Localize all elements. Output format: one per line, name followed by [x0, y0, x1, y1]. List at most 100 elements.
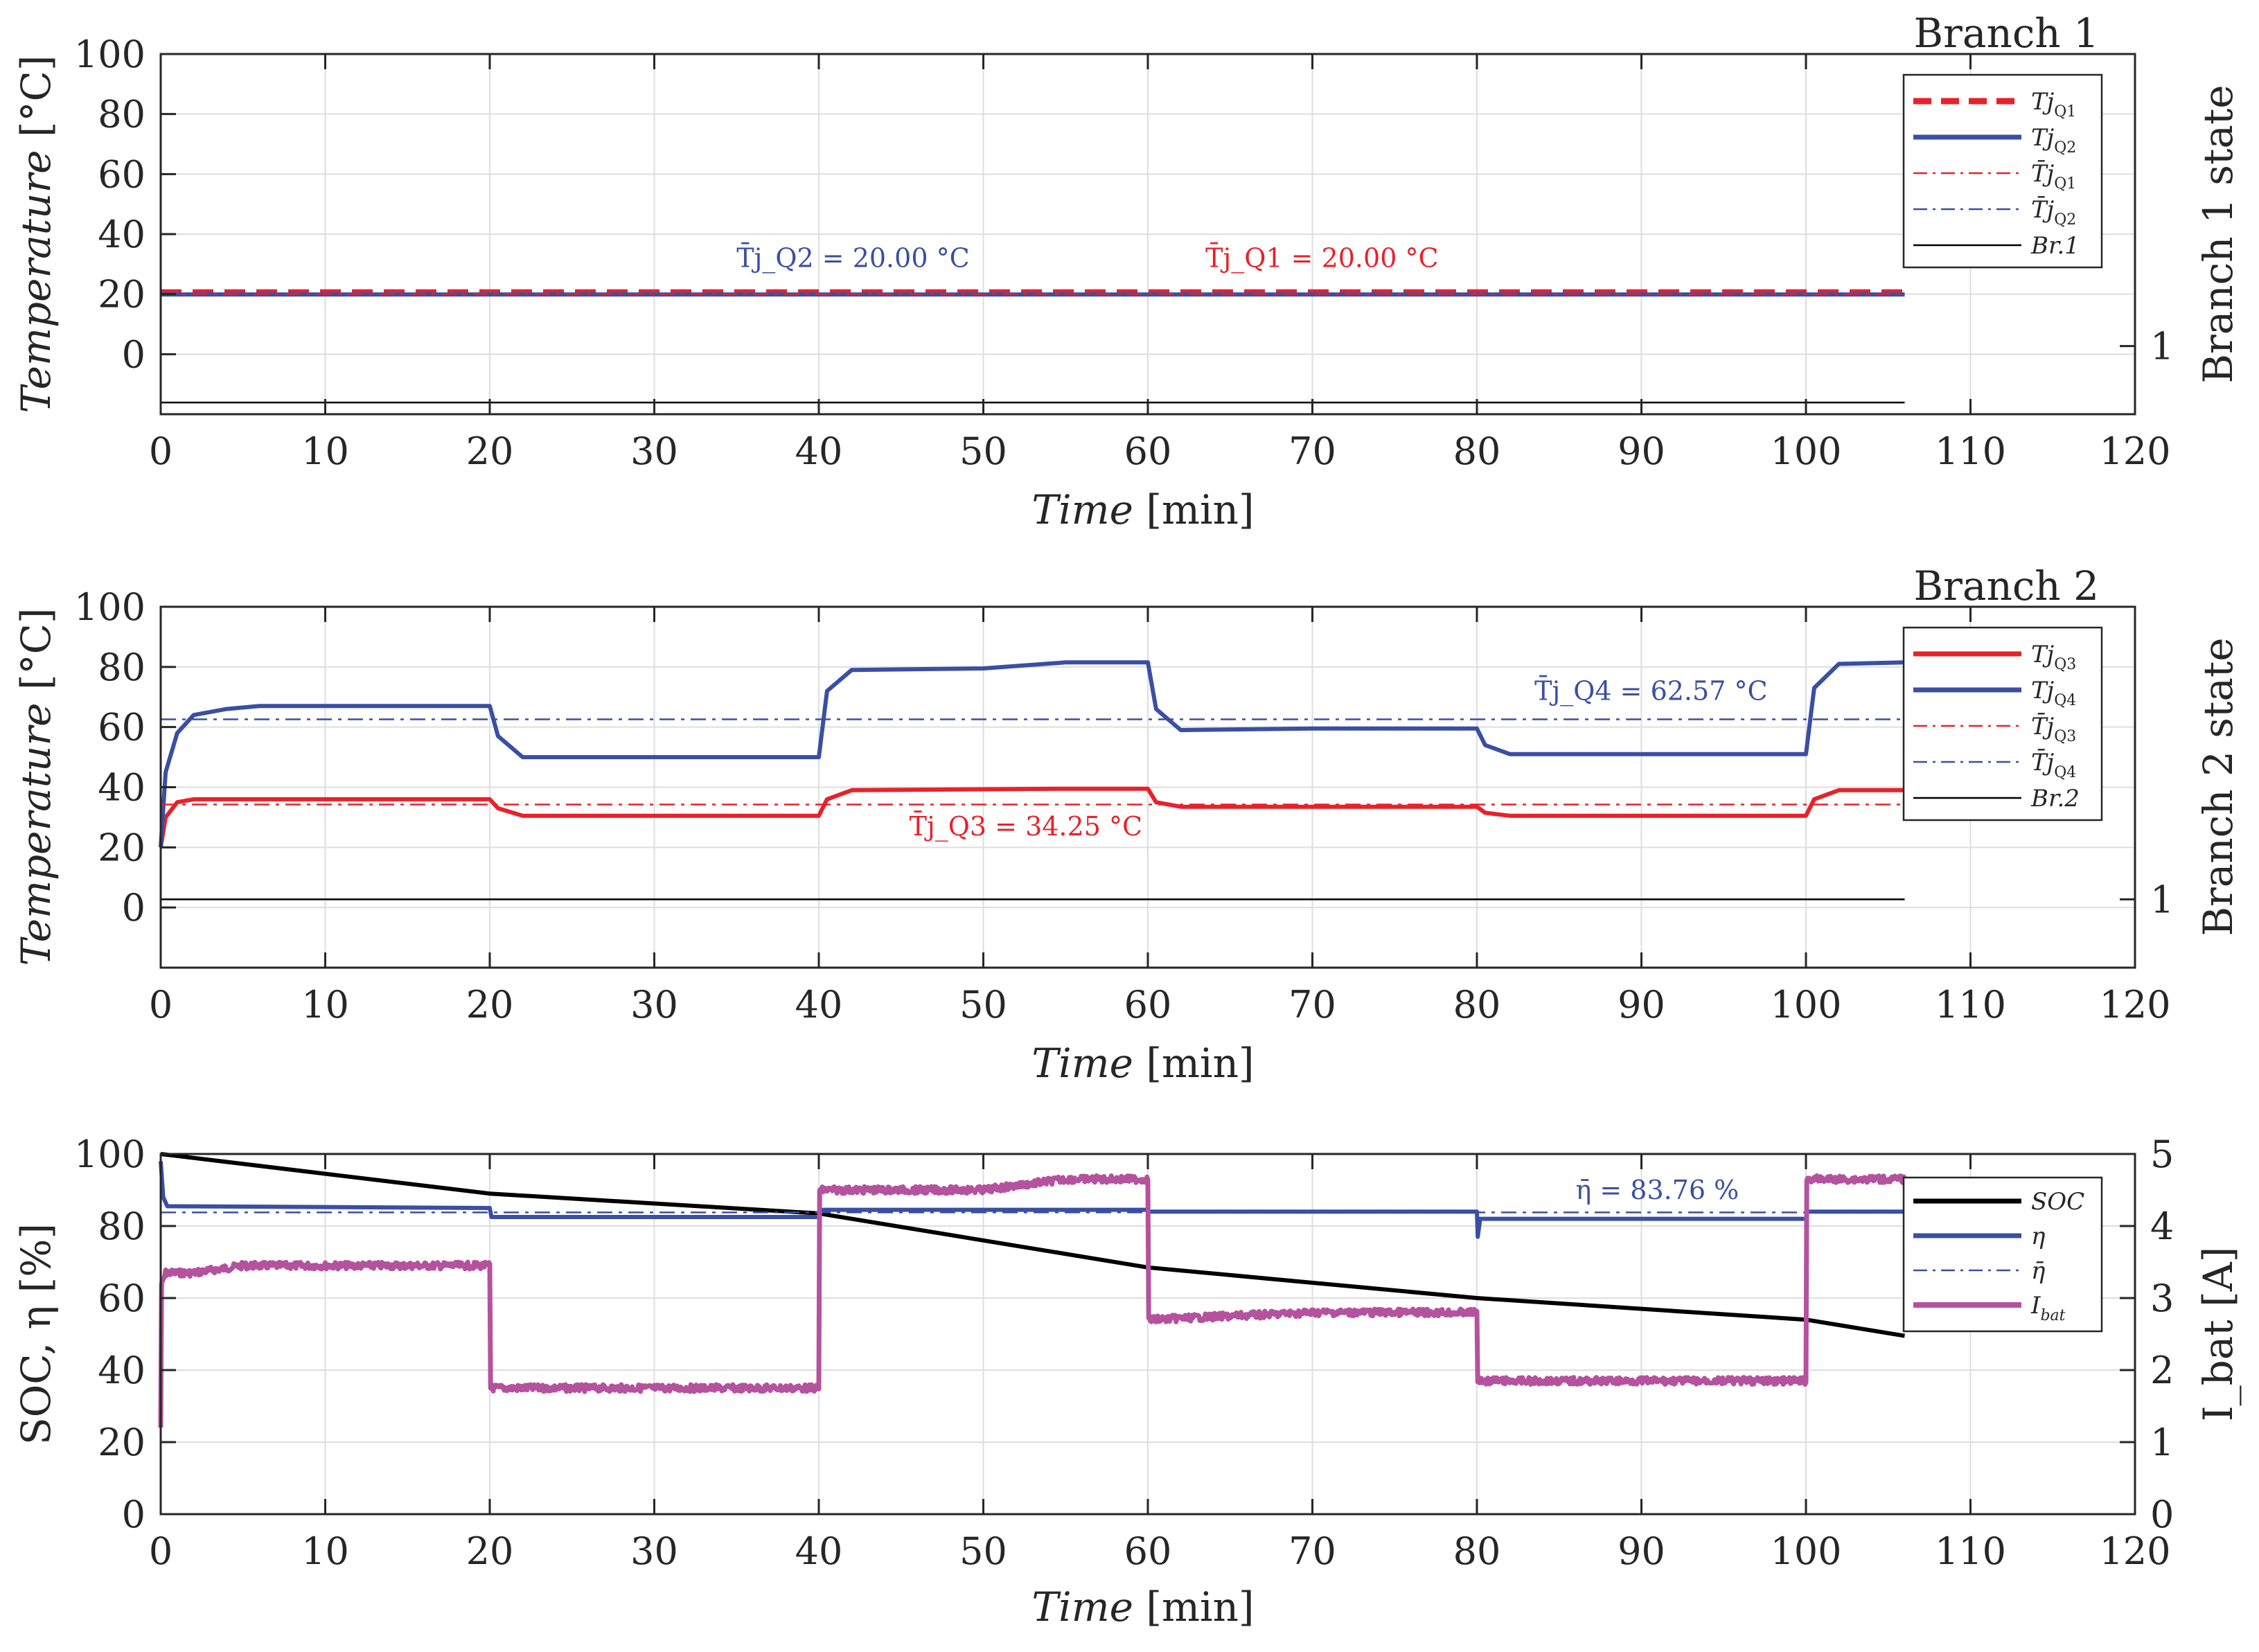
- legend-label-tj-q3: TjQ3: [2031, 641, 2076, 673]
- y-tick-label: 100: [74, 585, 145, 629]
- legend-box: [1902, 73, 2103, 269]
- x-tick-label: 30: [630, 1529, 678, 1573]
- legend-battery: SOC η η̄ Ibat: [1902, 1176, 2103, 1333]
- y2-tick-label: 1: [2150, 1421, 2174, 1464]
- series-group-battery: [158, 1152, 1907, 1428]
- x-tick-label: 30: [630, 983, 678, 1027]
- x-tick-label: 0: [149, 983, 172, 1027]
- y-tick-label: 100: [74, 33, 145, 76]
- annotations-branch-1: T̄j_Q2 = 20.00 °C T̄j_Q1 = 20.00 °C: [736, 243, 1438, 274]
- legend-label-mean-eta: η̄: [2031, 1257, 2046, 1285]
- series-group-branch-1: [161, 289, 1905, 404]
- y-tick-label: 60: [98, 152, 145, 196]
- series-line-tj-q3: [159, 786, 1905, 848]
- x-tick-label: 40: [795, 1529, 843, 1573]
- x-tick-label: 120: [2099, 983, 2170, 1027]
- x-tick-label: 80: [1453, 1529, 1501, 1573]
- x-tick-label: 60: [1124, 983, 1172, 1027]
- x-tick-label: 100: [1770, 983, 1841, 1027]
- y-tick-label: 20: [98, 826, 145, 869]
- x-tick-label: 120: [2099, 429, 2170, 473]
- ticks-battery: 0 10 20 30 40 50 60 70 80 90 100 110 120020406080100…: [74, 1133, 2174, 1573]
- y2-tick-label: 3: [2150, 1277, 2174, 1320]
- y-axis-label: Temperature [°C]: [12, 55, 60, 413]
- series-line-i-bat: [158, 1173, 1907, 1428]
- x-tick-label: 90: [1618, 429, 1665, 473]
- annotations-branch-2: T̄j_Q4 = 62.57 °C T̄j_Q3 = 34.25 °C: [910, 676, 1768, 842]
- x-tick-label: 10: [301, 983, 349, 1027]
- panel-branch-2: 0 10 20 30 40 50 60 70 80 90 100 110 120 0 20 40 60 80 100…: [12, 562, 2242, 1087]
- y-tick-label: 40: [98, 1349, 145, 1392]
- x-axis-label: Time [min]: [1031, 486, 1254, 533]
- legend-label-eta: η: [2031, 1223, 2046, 1250]
- x-axis-label: Time [min]: [1031, 1583, 1254, 1631]
- x-tick-label: 110: [1935, 429, 2006, 473]
- y-tick-label: 0: [122, 886, 145, 930]
- x-tick-label: 10: [301, 1529, 349, 1573]
- mean-annotation: η̄ = 83.76 %: [1576, 1175, 1739, 1205]
- y-tick-label: 20: [98, 273, 145, 317]
- x-axis-label: Time [min]: [1031, 1040, 1254, 1087]
- x-tick-label: 50: [959, 983, 1007, 1027]
- x-tick-label: 40: [795, 429, 843, 473]
- legend-label-br2: Br.2: [2030, 785, 2080, 812]
- y2-tick-label: 4: [2150, 1205, 2174, 1248]
- x-tick-label: 90: [1618, 983, 1665, 1027]
- annotations-battery: η̄ = 83.76 %: [1576, 1175, 1739, 1205]
- x-tick-label: 70: [1288, 1529, 1336, 1573]
- y-tick-label: 100: [74, 1133, 145, 1176]
- y-tick-label: 40: [98, 213, 145, 256]
- legend-label-soc: SOC: [2031, 1188, 2084, 1216]
- x-tick-label: 20: [466, 983, 514, 1027]
- y2-tick-label: 0: [2150, 1493, 2174, 1536]
- panel-title: Branch 1: [1914, 10, 2099, 57]
- x-tick-label: 40: [795, 983, 843, 1027]
- x-tick-label: 30: [630, 429, 678, 473]
- y-tick-label: 40: [98, 766, 145, 810]
- x-tick-label: 100: [1770, 429, 1841, 473]
- series-group-branch-2: [159, 660, 1905, 900]
- x-tick-label: 0: [149, 429, 172, 473]
- y2-tick-label: 1: [2150, 878, 2174, 921]
- mean-annotation: T̄j_Q1 = 20.00 °C: [1205, 243, 1438, 274]
- y2-tick-label: 2: [2150, 1349, 2174, 1392]
- x-tick-label: 90: [1618, 1529, 1665, 1573]
- mean-annotation: T̄j_Q3 = 34.25 °C: [910, 811, 1142, 842]
- x-tick-label: 70: [1288, 983, 1336, 1027]
- legend-label-tj-q4: TjQ4: [2031, 677, 2076, 709]
- y2-tick-label: 5: [2150, 1133, 2174, 1176]
- x-tick-label: 100: [1770, 1529, 1841, 1573]
- x-tick-label: 0: [149, 1529, 172, 1573]
- y-tick-label: 20: [98, 1421, 145, 1464]
- mean-annotation: T̄j_Q2 = 20.00 °C: [736, 243, 969, 274]
- legend-label-br1: Br.1: [2030, 232, 2080, 260]
- x-tick-label: 110: [1935, 1529, 2006, 1573]
- grid-branch-1: [160, 53, 2136, 414]
- x-tick-label: 80: [1453, 983, 1501, 1027]
- panel-title: Branch 2: [1914, 562, 2099, 610]
- x-tick-label: 50: [959, 1529, 1007, 1573]
- y-axis-label: Temperature [°C]: [12, 607, 60, 966]
- x-tick-label: 80: [1453, 429, 1501, 473]
- x-tick-label: 20: [466, 429, 514, 473]
- y2-axis-label: Branch 2 state: [2195, 637, 2242, 936]
- x-tick-label: 60: [1124, 429, 1172, 473]
- y2-axis-label: I_bat [A]: [2195, 1247, 2242, 1422]
- panel-branch-1: 0 10 20 30 40 50 60 70 80 90 100 110 120 0 20 40 60 80 100…: [12, 10, 2242, 533]
- mean-annotation: T̄j_Q4 = 62.57 °C: [1534, 676, 1767, 707]
- x-tick-label: 120: [2099, 1529, 2170, 1573]
- panel-battery: 0 10 20 30 40 50 60 70 80 90 100 110 120020406080100…: [12, 1133, 2242, 1631]
- x-tick-label: 70: [1288, 429, 1336, 473]
- y-tick-label: 0: [122, 1493, 145, 1536]
- legend-branch-2: TjQ3 TjQ4 T̄jQ3 T̄jQ4 Br.2: [1902, 626, 2103, 821]
- ticks-branch-1: 0 10 20 30 40 50 60 70 80 90 100 110 120 0 20 40 60 80 100…: [74, 33, 2174, 473]
- y-axis-label: SOC, η [%]: [12, 1223, 60, 1445]
- x-tick-label: 60: [1124, 1529, 1172, 1573]
- legend-branch-1: TjQ1 TjQ2 T̄jQ1 T̄jQ2 Br.1: [1902, 73, 2103, 269]
- legend-label-mean-tj-q1: T̄jQ1: [2031, 159, 2076, 193]
- y2-tick-label: 1: [2150, 325, 2174, 368]
- y-tick-label: 60: [98, 1277, 145, 1320]
- x-tick-label: 110: [1935, 983, 2006, 1027]
- y2-axis-label: Branch 1 state: [2195, 85, 2242, 383]
